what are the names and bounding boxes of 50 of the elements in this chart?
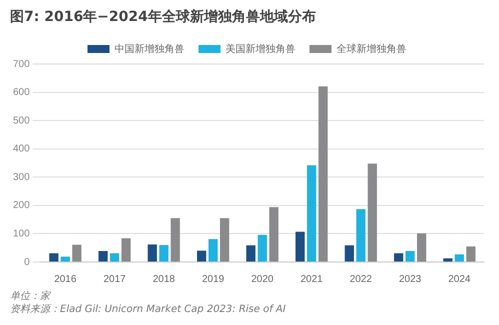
bar — [258, 234, 267, 262]
bar — [466, 246, 476, 262]
bar — [344, 245, 354, 262]
bar — [406, 250, 415, 262]
bar — [148, 244, 157, 262]
legend-label: 全球新增独角兽 — [336, 42, 406, 55]
y-tick-label: 100 — [12, 228, 30, 240]
bar — [296, 232, 305, 262]
bar — [98, 250, 108, 262]
bar — [170, 218, 180, 262]
chart-title: 图7: 2016年−2024年全球新增独角兽地域分布 — [10, 8, 316, 26]
bar — [368, 164, 377, 262]
bar — [394, 253, 404, 262]
x-tick-label: 2024 — [448, 274, 471, 285]
bar — [417, 233, 426, 262]
x-tick-label: 2022 — [350, 274, 372, 285]
text: 资料来源：Elad Gil: Unicorn Market Cap 2023: Rise of AI — [10, 303, 286, 316]
y-tick-label: 500 — [12, 115, 30, 126]
bar — [60, 256, 70, 262]
legend-label: 中国新增独角兽 — [114, 42, 184, 55]
bar — [121, 238, 131, 262]
y-tick-label: 700 — [12, 58, 30, 70]
x-tick-label: 2020 — [251, 274, 274, 285]
y-tick-label: 0 — [24, 256, 30, 268]
x-tick-label: 2016 — [54, 274, 77, 285]
bar — [110, 253, 120, 262]
bar — [443, 258, 452, 262]
bar — [269, 207, 278, 262]
y-tick-label: 400 — [12, 144, 30, 155]
y-tick-label: 200 — [12, 200, 30, 212]
x-tick-label: 2021 — [300, 274, 324, 285]
bar — [49, 253, 58, 262]
text: 单位：家 — [10, 290, 52, 303]
bar — [356, 209, 366, 262]
x-tick-label: 2023 — [398, 274, 422, 285]
x-tick-label: 2018 — [152, 274, 176, 285]
bar — [159, 245, 168, 262]
bar — [246, 245, 256, 262]
x-tick-label: 2017 — [103, 274, 126, 285]
y-tick-label: 600 — [12, 87, 30, 98]
bar — [208, 239, 218, 262]
bar — [454, 254, 464, 262]
bar — [220, 218, 230, 262]
x-tick-label: 2019 — [202, 274, 225, 285]
bar — [307, 165, 316, 262]
bar — [196, 250, 206, 262]
bar — [318, 86, 328, 262]
y-tick-label: 300 — [12, 172, 30, 183]
legend-label: 美国新增独角兽 — [226, 42, 296, 55]
bar — [72, 244, 82, 262]
